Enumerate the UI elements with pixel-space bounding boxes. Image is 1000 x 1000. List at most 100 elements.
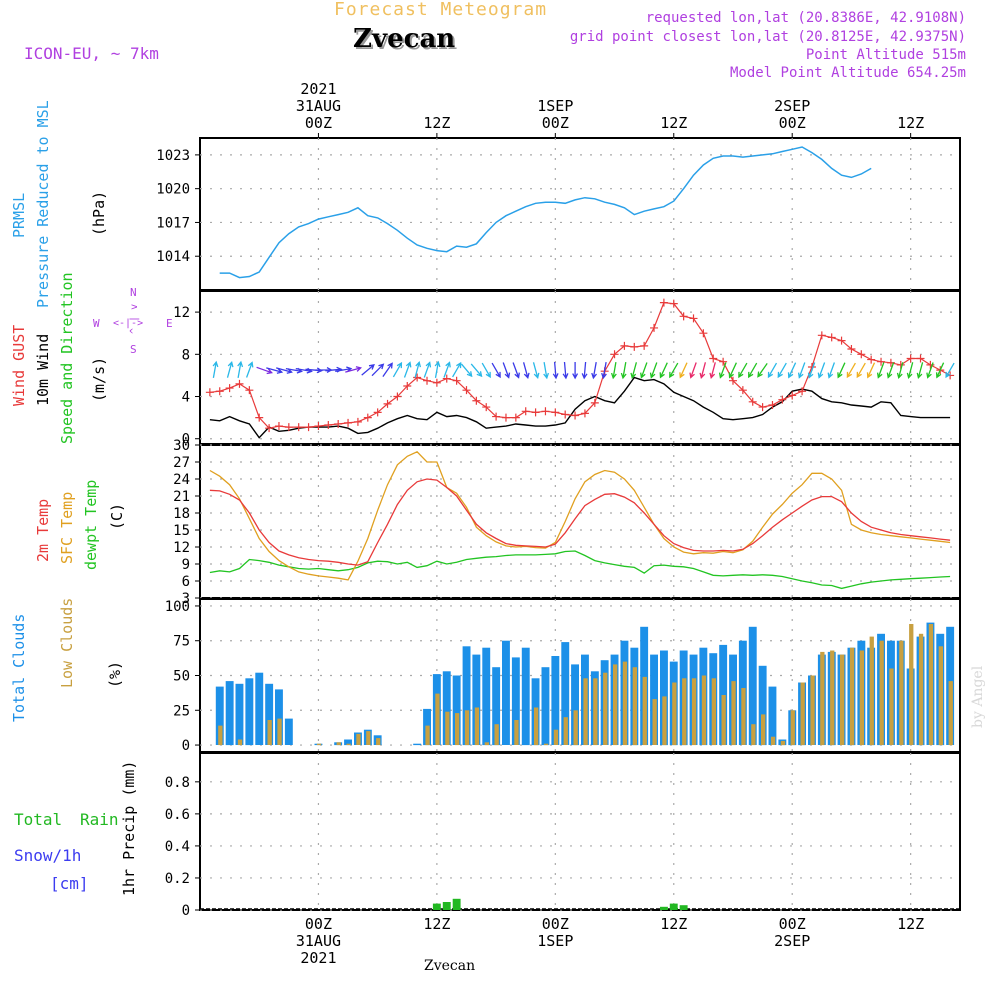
gust-marker — [393, 392, 402, 401]
temperature-ytick-label: 27 — [173, 455, 190, 471]
gust-marker — [906, 354, 915, 363]
low-cloud-bar — [918, 633, 924, 746]
total-cloud-bar — [541, 667, 550, 746]
wind-ytick-label: 0 — [182, 432, 190, 448]
low-cloud-bar — [790, 710, 795, 746]
gust-marker — [699, 329, 708, 338]
low-cloud-bar — [928, 624, 934, 745]
gust-marker — [294, 423, 303, 432]
low-cloud-bar — [879, 640, 884, 745]
total-cloud-bar — [521, 647, 530, 746]
wind-direction-arrow — [807, 362, 816, 379]
temperature-ytick-label: 12 — [173, 540, 190, 556]
gust-marker — [748, 397, 757, 406]
gust-marker — [511, 413, 520, 422]
wind-direction-arrow — [876, 362, 885, 379]
low-cloud-bar — [563, 717, 568, 745]
compass-w: W — [93, 317, 100, 330]
total-cloud-bar — [719, 644, 728, 745]
rain-bar — [679, 905, 688, 910]
low-cloud-bar — [464, 710, 470, 746]
gust-marker — [798, 387, 807, 396]
gust-marker — [788, 391, 797, 400]
gust-marker — [561, 410, 570, 419]
wind-direction-arrow — [896, 362, 904, 379]
celsius-unit-label: (C) — [108, 502, 126, 530]
wind-direction-arrow — [532, 362, 540, 380]
gust-marker — [877, 357, 886, 366]
low-cloud-bar — [682, 678, 687, 746]
gust-marker — [590, 398, 599, 407]
top-time-label: 00Z — [779, 114, 806, 132]
top-time-label: 2SEP — [774, 97, 810, 115]
low-cloud-bar — [316, 743, 322, 746]
gust-marker — [472, 396, 481, 405]
top-time-label: 2021 — [300, 80, 336, 98]
low-cloud-bar — [613, 664, 618, 746]
low-cloud-bar — [652, 699, 657, 745]
wind-ytick-label: 12 — [173, 305, 190, 321]
low-cloud-bar — [435, 693, 440, 746]
low-cloud-bar — [445, 711, 450, 746]
gust-marker — [255, 413, 264, 422]
gust-marker — [551, 408, 560, 417]
low-cloud-bar — [336, 742, 341, 746]
rain-bar — [432, 903, 441, 910]
gust-marker — [205, 388, 214, 397]
gust-marker — [521, 407, 530, 416]
wind-direction-arrow — [767, 362, 778, 379]
gust-marker — [867, 355, 876, 364]
wind-direction-arrow — [856, 362, 866, 379]
wind-direction-arrow — [481, 362, 491, 379]
precip-ytick-label: 0.8 — [165, 775, 190, 791]
watermark: by Angel — [970, 665, 986, 728]
wind-direction-arrow — [945, 362, 955, 379]
gust-marker — [334, 419, 343, 428]
gust-marker — [324, 421, 333, 430]
wind10-series-line — [209, 376, 951, 439]
low-cloud-bar — [534, 707, 539, 746]
gust-marker — [571, 411, 580, 420]
wind-direction-arrow — [543, 361, 550, 380]
wind-direction-arrow — [669, 362, 679, 379]
wind-direction-arrow — [266, 367, 284, 374]
rain-bar — [442, 902, 451, 910]
gust-marker — [738, 386, 747, 395]
percent-unit-label: (%) — [106, 660, 124, 688]
total-cloud-bar — [472, 654, 481, 745]
total-cloud-bar — [275, 689, 283, 745]
wind-direction-arrow — [502, 362, 511, 379]
total-cloud-bar — [225, 681, 234, 746]
sfc-temp-label: SFC Temp — [58, 491, 76, 564]
low-cloud-bar — [889, 668, 894, 745]
total-cloud-bar — [452, 675, 461, 745]
chart-subtitle: Forecast Meteogram — [334, 0, 548, 20]
gust-marker — [837, 336, 846, 345]
gust-marker — [778, 395, 787, 404]
clouds-ytick-label: 25 — [173, 703, 190, 719]
wind-direction-arrow — [392, 361, 403, 378]
wind-direction-arrow — [610, 361, 617, 380]
gust-marker — [482, 403, 491, 412]
wind-direction-arrow — [679, 362, 688, 379]
wind-direction-arrow — [620, 361, 627, 380]
dewpt-series-line — [209, 550, 951, 590]
gust-marker — [245, 386, 254, 395]
gust-marker — [689, 314, 698, 323]
total-cloud-bar — [265, 683, 274, 745]
wind-direction-arrow — [709, 362, 716, 380]
gust-marker — [580, 409, 589, 418]
gust-marker — [650, 323, 659, 332]
gust-marker — [353, 417, 362, 426]
bottom-time-label: 12Z — [423, 915, 450, 933]
wind-direction-arrow — [434, 360, 441, 379]
clouds-ytick-label: 75 — [173, 634, 190, 650]
clouds-ytick-label: 100 — [165, 599, 190, 615]
temperature-ytick-label: 18 — [173, 506, 190, 522]
wind-gust-label: Wind GUST — [10, 324, 28, 406]
gust-marker — [719, 357, 728, 366]
pressure-ytick-label: 1014 — [156, 249, 190, 265]
wind-direction-arrow — [601, 361, 607, 380]
model-point-altitude: Model Point Altitude 654.25m — [729, 65, 966, 81]
wind-direction-arrow — [797, 362, 806, 379]
